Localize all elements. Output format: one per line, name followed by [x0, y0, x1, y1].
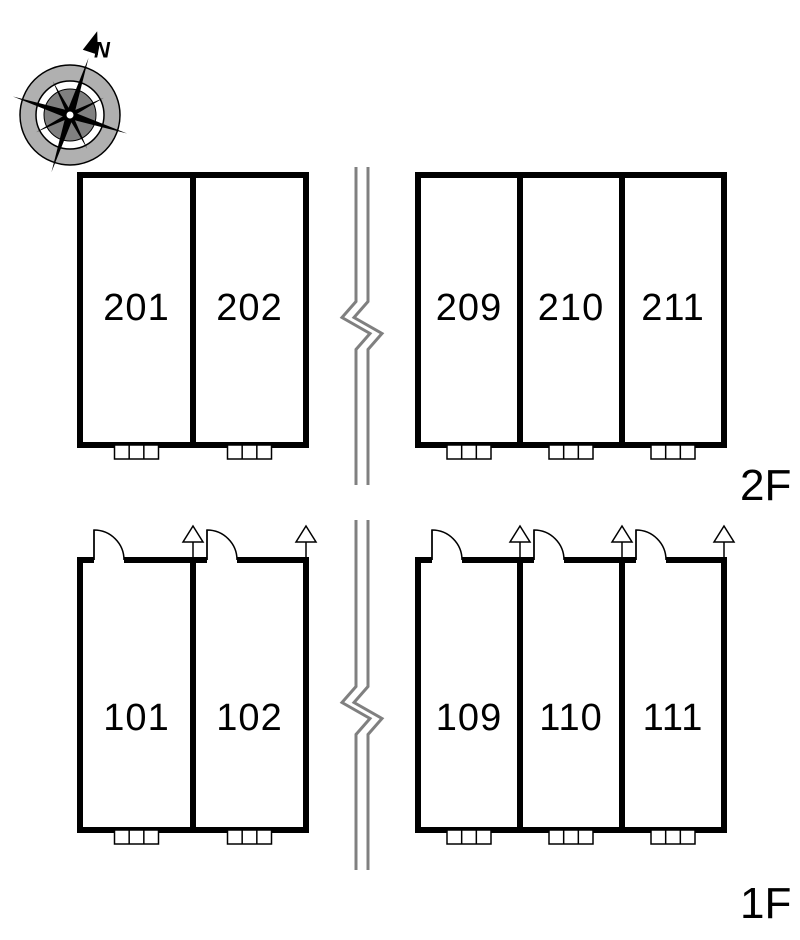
door-opening: [207, 556, 237, 564]
room-label: 102: [216, 697, 282, 739]
room-label: 111: [643, 697, 704, 739]
room-label: 202: [216, 287, 282, 329]
floor-label: 1F: [740, 879, 791, 928]
room-label: 210: [538, 287, 604, 329]
door-opening: [94, 556, 124, 564]
door-opening: [534, 556, 564, 564]
room-outline: [193, 560, 306, 830]
room-label: 109: [436, 697, 502, 739]
room-label: 211: [641, 287, 705, 329]
room-label: 201: [103, 287, 169, 329]
room-label: 209: [436, 287, 502, 329]
room-outline: [622, 560, 724, 830]
door-opening: [636, 556, 666, 564]
compass-n-label: N: [94, 37, 111, 62]
room-outline: [418, 560, 520, 830]
balcony-notch: [549, 830, 593, 844]
room-outline: [520, 560, 622, 830]
room-label: 101: [103, 697, 169, 739]
balcony-notch: [549, 445, 593, 459]
door-opening: [432, 556, 462, 564]
balcony-notch: [115, 445, 159, 459]
balcony-notch: [651, 445, 695, 459]
balcony-notch: [228, 830, 272, 844]
balcony-notch: [651, 830, 695, 844]
room-outline: [80, 560, 193, 830]
room-label: 110: [539, 697, 603, 739]
balcony-notch: [115, 830, 159, 844]
balcony-notch: [447, 445, 491, 459]
balcony-notch: [447, 830, 491, 844]
balcony-notch: [228, 445, 272, 459]
floor-label: 2F: [740, 461, 791, 510]
